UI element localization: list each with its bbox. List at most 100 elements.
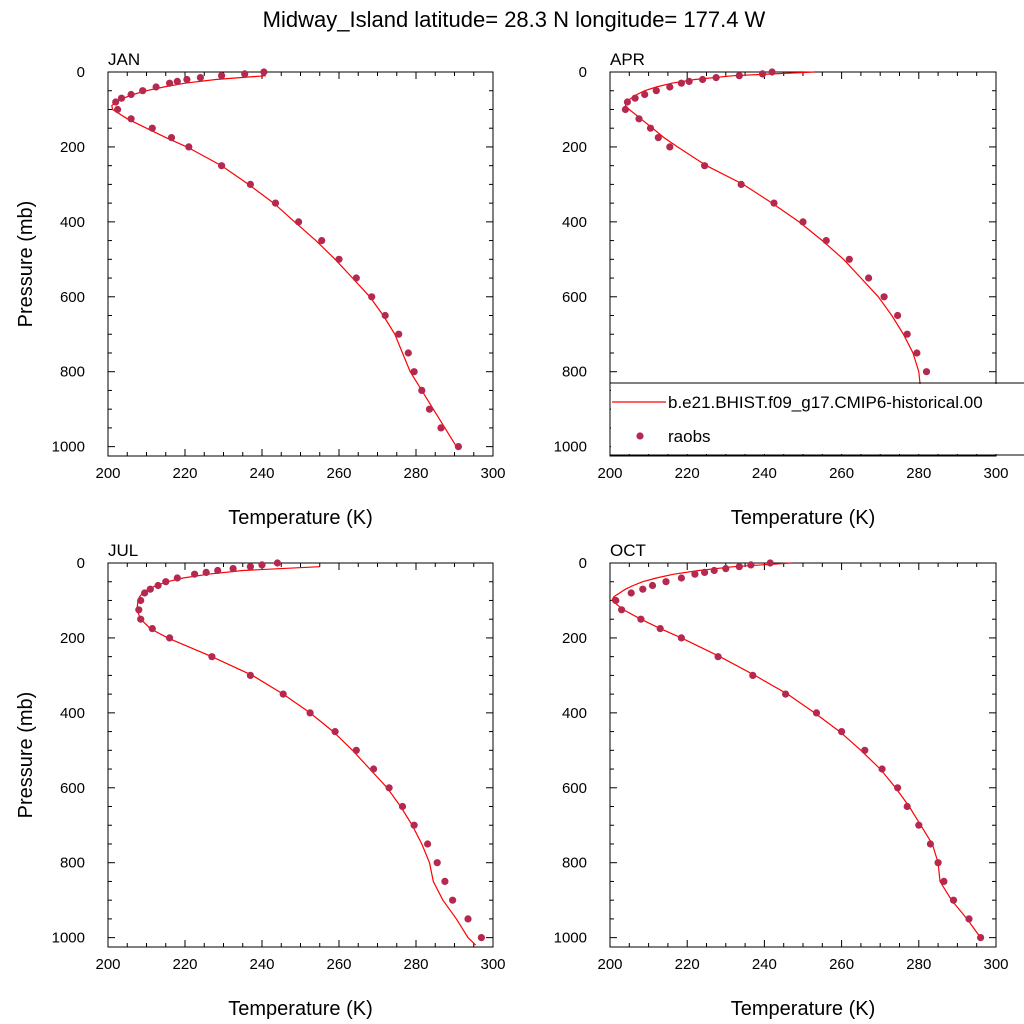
x-axis-label: Temperature (K): [228, 507, 373, 529]
raobs-point: [424, 840, 432, 848]
raobs-point: [639, 585, 647, 593]
x-tick-label: 200: [597, 956, 622, 973]
x-tick-label: 260: [829, 465, 854, 482]
raobs-point: [880, 293, 888, 301]
raobs-point: [398, 802, 407, 811]
raobs-point: [127, 90, 135, 99]
raobs-point: [782, 690, 790, 698]
raobs-point: [196, 74, 204, 82]
raobs-point: [395, 330, 403, 338]
raobs-point: [404, 349, 412, 357]
raobs-point: [710, 566, 718, 575]
y-tick-label: 200: [562, 630, 587, 647]
raobs-point: [618, 606, 626, 614]
y-tick-label: 400: [562, 214, 587, 231]
raobs-point: [318, 237, 326, 245]
y-tick-label: 600: [60, 780, 85, 797]
raobs-point: [477, 934, 485, 942]
raobs-point: [903, 802, 911, 811]
raobs-point: [737, 180, 745, 188]
x-axis-label: Temperature (K): [228, 998, 373, 1020]
raobs-point: [766, 559, 774, 567]
x-tick-label: 280: [906, 956, 931, 973]
panel-jan: JAN 200 220 240 260 280 300 0 200 400 600 800 1000 Te…: [15, 50, 506, 529]
raobs-point: [865, 274, 873, 282]
raobs-point: [167, 134, 176, 142]
y-axis-label: Pressure (mb): [15, 692, 37, 819]
x-tick-label: 220: [675, 956, 700, 973]
raobs-point: [677, 574, 686, 582]
raobs-point: [623, 98, 632, 106]
raobs-point: [218, 72, 226, 80]
x-tick-label: 200: [95, 465, 120, 482]
raobs-point: [148, 625, 156, 633]
raobs-point: [940, 877, 948, 886]
x-tick-label: 240: [249, 956, 274, 973]
raobs-point: [127, 115, 135, 123]
raobs-point: [368, 293, 376, 301]
raobs-point: [410, 368, 418, 376]
y-tick-label: 1000: [52, 439, 85, 456]
plot-frame: [107, 562, 494, 948]
legend-obs-marker: [636, 432, 644, 440]
y-tick-label: 600: [562, 780, 587, 797]
raobs-point: [654, 134, 662, 142]
raobs-point: [166, 79, 174, 87]
raobs-point: [166, 634, 174, 642]
y-tick-label: 0: [579, 64, 587, 81]
y-tick-label: 600: [562, 289, 587, 306]
panel-jul: JUL 200 220 240 260 280 300 0 200 400 600 800 1000 Te…: [15, 541, 506, 1020]
raobs-point: [246, 671, 254, 680]
raobs-point: [410, 821, 418, 829]
raobs-point: [464, 915, 472, 923]
raobs-point: [441, 877, 449, 886]
y-tick-label: 400: [562, 705, 587, 722]
raobs-point: [915, 821, 923, 829]
figure-title: Midway_Island latitude= 28.3 N longitude…: [263, 7, 766, 32]
model-profile-line: [136, 566, 477, 946]
raobs-point: [437, 424, 445, 432]
x-tick-label: 280: [403, 956, 428, 973]
raobs-point: [701, 568, 709, 577]
raobs-point: [838, 728, 846, 736]
raobs-point: [699, 75, 707, 84]
raobs-point: [370, 765, 378, 773]
raobs-point: [758, 70, 767, 78]
raobs-point: [112, 98, 120, 106]
y-tick-label: 200: [562, 139, 587, 156]
raobs-point: [845, 255, 853, 263]
x-tick-label: 300: [480, 956, 505, 973]
raobs-point: [208, 653, 216, 661]
x-tick-label: 300: [983, 956, 1008, 973]
x-tick-label: 240: [752, 956, 777, 973]
raobs-point: [965, 915, 973, 923]
raobs-point: [635, 115, 643, 123]
panel-title: OCT: [610, 541, 646, 560]
x-tick-label: 260: [326, 956, 351, 973]
raobs-point: [652, 87, 660, 95]
raobs-point: [722, 565, 730, 573]
model-profile-line: [111, 75, 457, 447]
y-tick-label: 200: [60, 630, 85, 647]
raobs-point: [418, 386, 426, 394]
x-axis-label: Temperature (K): [731, 507, 876, 529]
y-tick-label: 800: [60, 855, 85, 872]
raobs-point: [922, 368, 931, 376]
raobs-point: [677, 79, 686, 87]
raobs-point: [648, 581, 657, 590]
raobs-point: [185, 143, 193, 151]
raobs-point: [306, 709, 314, 717]
x-axis-label: Temperature (K): [731, 998, 876, 1020]
raobs-point: [666, 143, 674, 151]
raobs-point: [183, 75, 191, 84]
x-tick-label: 240: [249, 465, 274, 482]
raobs-point: [894, 311, 902, 320]
x-tick-label: 240: [752, 465, 777, 482]
x-tick-label: 280: [906, 465, 931, 482]
raobs-point: [903, 330, 911, 338]
raobs-point: [331, 728, 339, 736]
raobs-point: [685, 77, 693, 85]
x-tick-label: 200: [95, 956, 120, 973]
raobs-point: [949, 896, 958, 904]
raobs-point: [822, 237, 830, 245]
